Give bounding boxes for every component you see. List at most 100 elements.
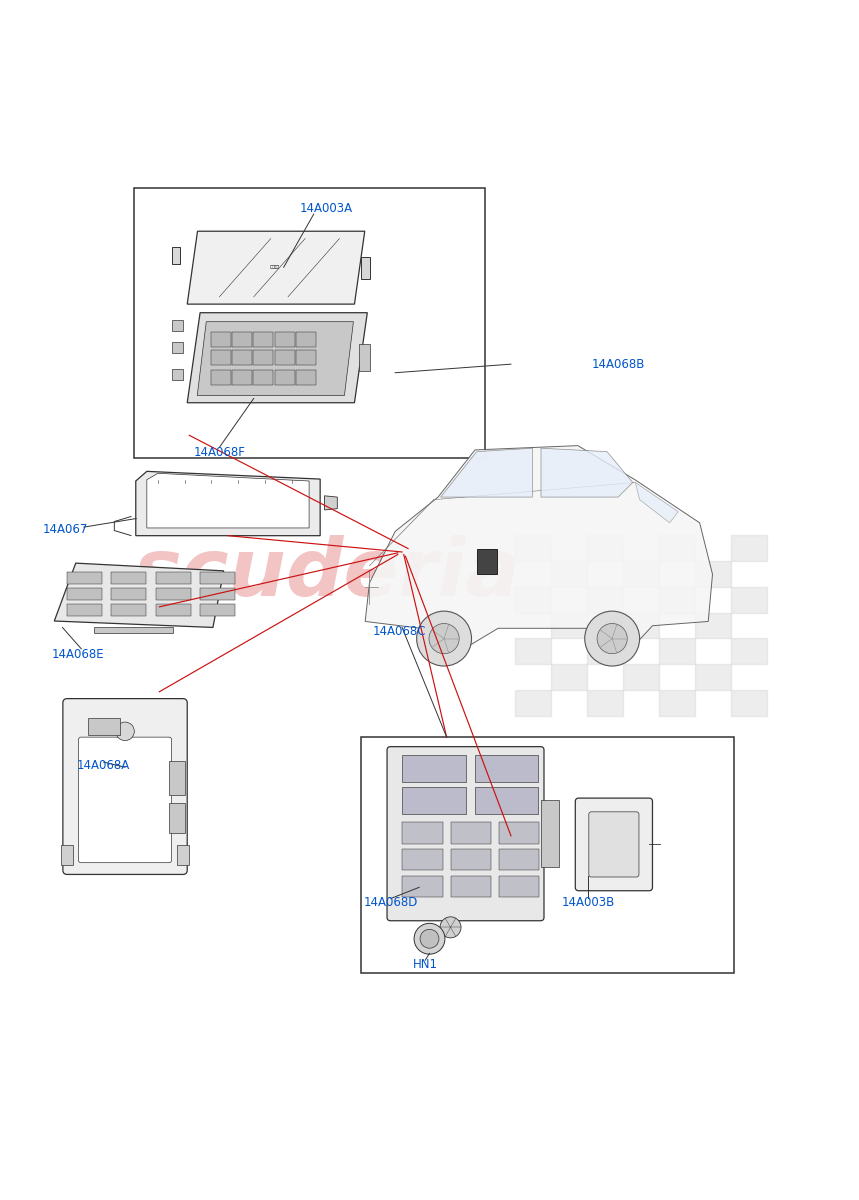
Polygon shape	[365, 445, 712, 649]
Bar	[61, 845, 73, 865]
Text: ⊡⊡: ⊡⊡	[270, 265, 280, 270]
Bar	[731, 535, 767, 562]
Bar	[200, 588, 235, 600]
Bar	[210, 332, 231, 347]
Bar	[361, 737, 734, 973]
FancyBboxPatch shape	[588, 812, 639, 877]
Polygon shape	[172, 342, 183, 353]
Bar	[450, 876, 491, 898]
Circle shape	[585, 611, 640, 666]
Bar	[515, 535, 551, 562]
Polygon shape	[198, 322, 353, 396]
Bar	[498, 822, 539, 844]
Bar	[624, 613, 660, 638]
Bar	[67, 605, 102, 616]
Text: 14A068B: 14A068B	[592, 358, 645, 371]
Polygon shape	[441, 449, 533, 497]
Bar	[450, 848, 491, 870]
Bar	[169, 803, 186, 833]
Bar	[403, 876, 443, 898]
Polygon shape	[325, 496, 338, 510]
Bar	[588, 690, 624, 715]
Bar	[253, 350, 273, 365]
Polygon shape	[172, 320, 183, 331]
Bar	[551, 665, 588, 690]
Bar	[498, 848, 539, 870]
FancyBboxPatch shape	[387, 746, 544, 920]
Bar	[112, 588, 146, 600]
Bar	[232, 350, 252, 365]
Bar	[731, 587, 767, 613]
Bar	[253, 370, 273, 385]
Bar	[474, 755, 538, 782]
Bar	[695, 613, 731, 638]
Bar	[624, 665, 660, 690]
Circle shape	[597, 624, 627, 654]
FancyBboxPatch shape	[576, 798, 653, 890]
Bar	[660, 690, 695, 715]
Bar	[624, 562, 660, 587]
Bar	[112, 572, 146, 583]
Text: 14A068A: 14A068A	[77, 760, 131, 772]
Circle shape	[116, 722, 134, 740]
Bar	[296, 350, 316, 365]
Bar	[210, 350, 231, 365]
Polygon shape	[136, 472, 320, 535]
Bar	[112, 605, 146, 616]
Bar	[403, 787, 466, 814]
Polygon shape	[54, 563, 223, 628]
Bar	[169, 762, 186, 794]
Text: 14A067: 14A067	[42, 523, 88, 536]
Text: HN1: HN1	[412, 958, 438, 971]
Bar	[660, 587, 695, 613]
Bar	[695, 665, 731, 690]
Bar	[232, 332, 252, 347]
Bar	[498, 876, 539, 898]
Bar	[275, 370, 295, 385]
Bar	[67, 588, 102, 600]
Bar	[177, 845, 189, 865]
Bar	[275, 332, 295, 347]
Circle shape	[420, 929, 439, 948]
Bar	[474, 787, 538, 814]
Bar	[296, 332, 316, 347]
Bar	[551, 613, 588, 638]
Bar	[450, 822, 491, 844]
Bar	[134, 188, 485, 458]
Bar	[660, 638, 695, 665]
Bar	[660, 535, 695, 562]
Text: 14A068C: 14A068C	[373, 625, 426, 638]
FancyBboxPatch shape	[63, 698, 187, 875]
Bar	[588, 535, 624, 562]
Bar	[296, 370, 316, 385]
Polygon shape	[362, 257, 370, 278]
Circle shape	[417, 611, 472, 666]
Bar	[540, 800, 558, 868]
Bar	[731, 638, 767, 665]
Bar	[275, 350, 295, 365]
FancyBboxPatch shape	[78, 737, 172, 863]
Circle shape	[414, 923, 445, 954]
Text: 14A068E: 14A068E	[52, 648, 104, 660]
Bar	[67, 572, 102, 583]
Bar	[232, 370, 252, 385]
Polygon shape	[541, 449, 633, 497]
Bar	[515, 587, 551, 613]
Bar	[200, 572, 235, 583]
Polygon shape	[359, 344, 370, 371]
Bar	[155, 588, 191, 600]
Polygon shape	[172, 370, 183, 380]
Text: 14A003B: 14A003B	[562, 896, 615, 910]
Bar	[403, 848, 443, 870]
Text: scuderia: scuderia	[133, 535, 520, 613]
Bar	[477, 548, 497, 575]
Bar	[403, 755, 466, 782]
Bar	[253, 332, 273, 347]
Bar	[94, 628, 174, 632]
Bar	[403, 822, 443, 844]
Bar	[588, 638, 624, 665]
Bar	[515, 690, 551, 715]
Text: 14A068D: 14A068D	[363, 896, 418, 910]
Bar	[731, 690, 767, 715]
Polygon shape	[147, 473, 309, 528]
